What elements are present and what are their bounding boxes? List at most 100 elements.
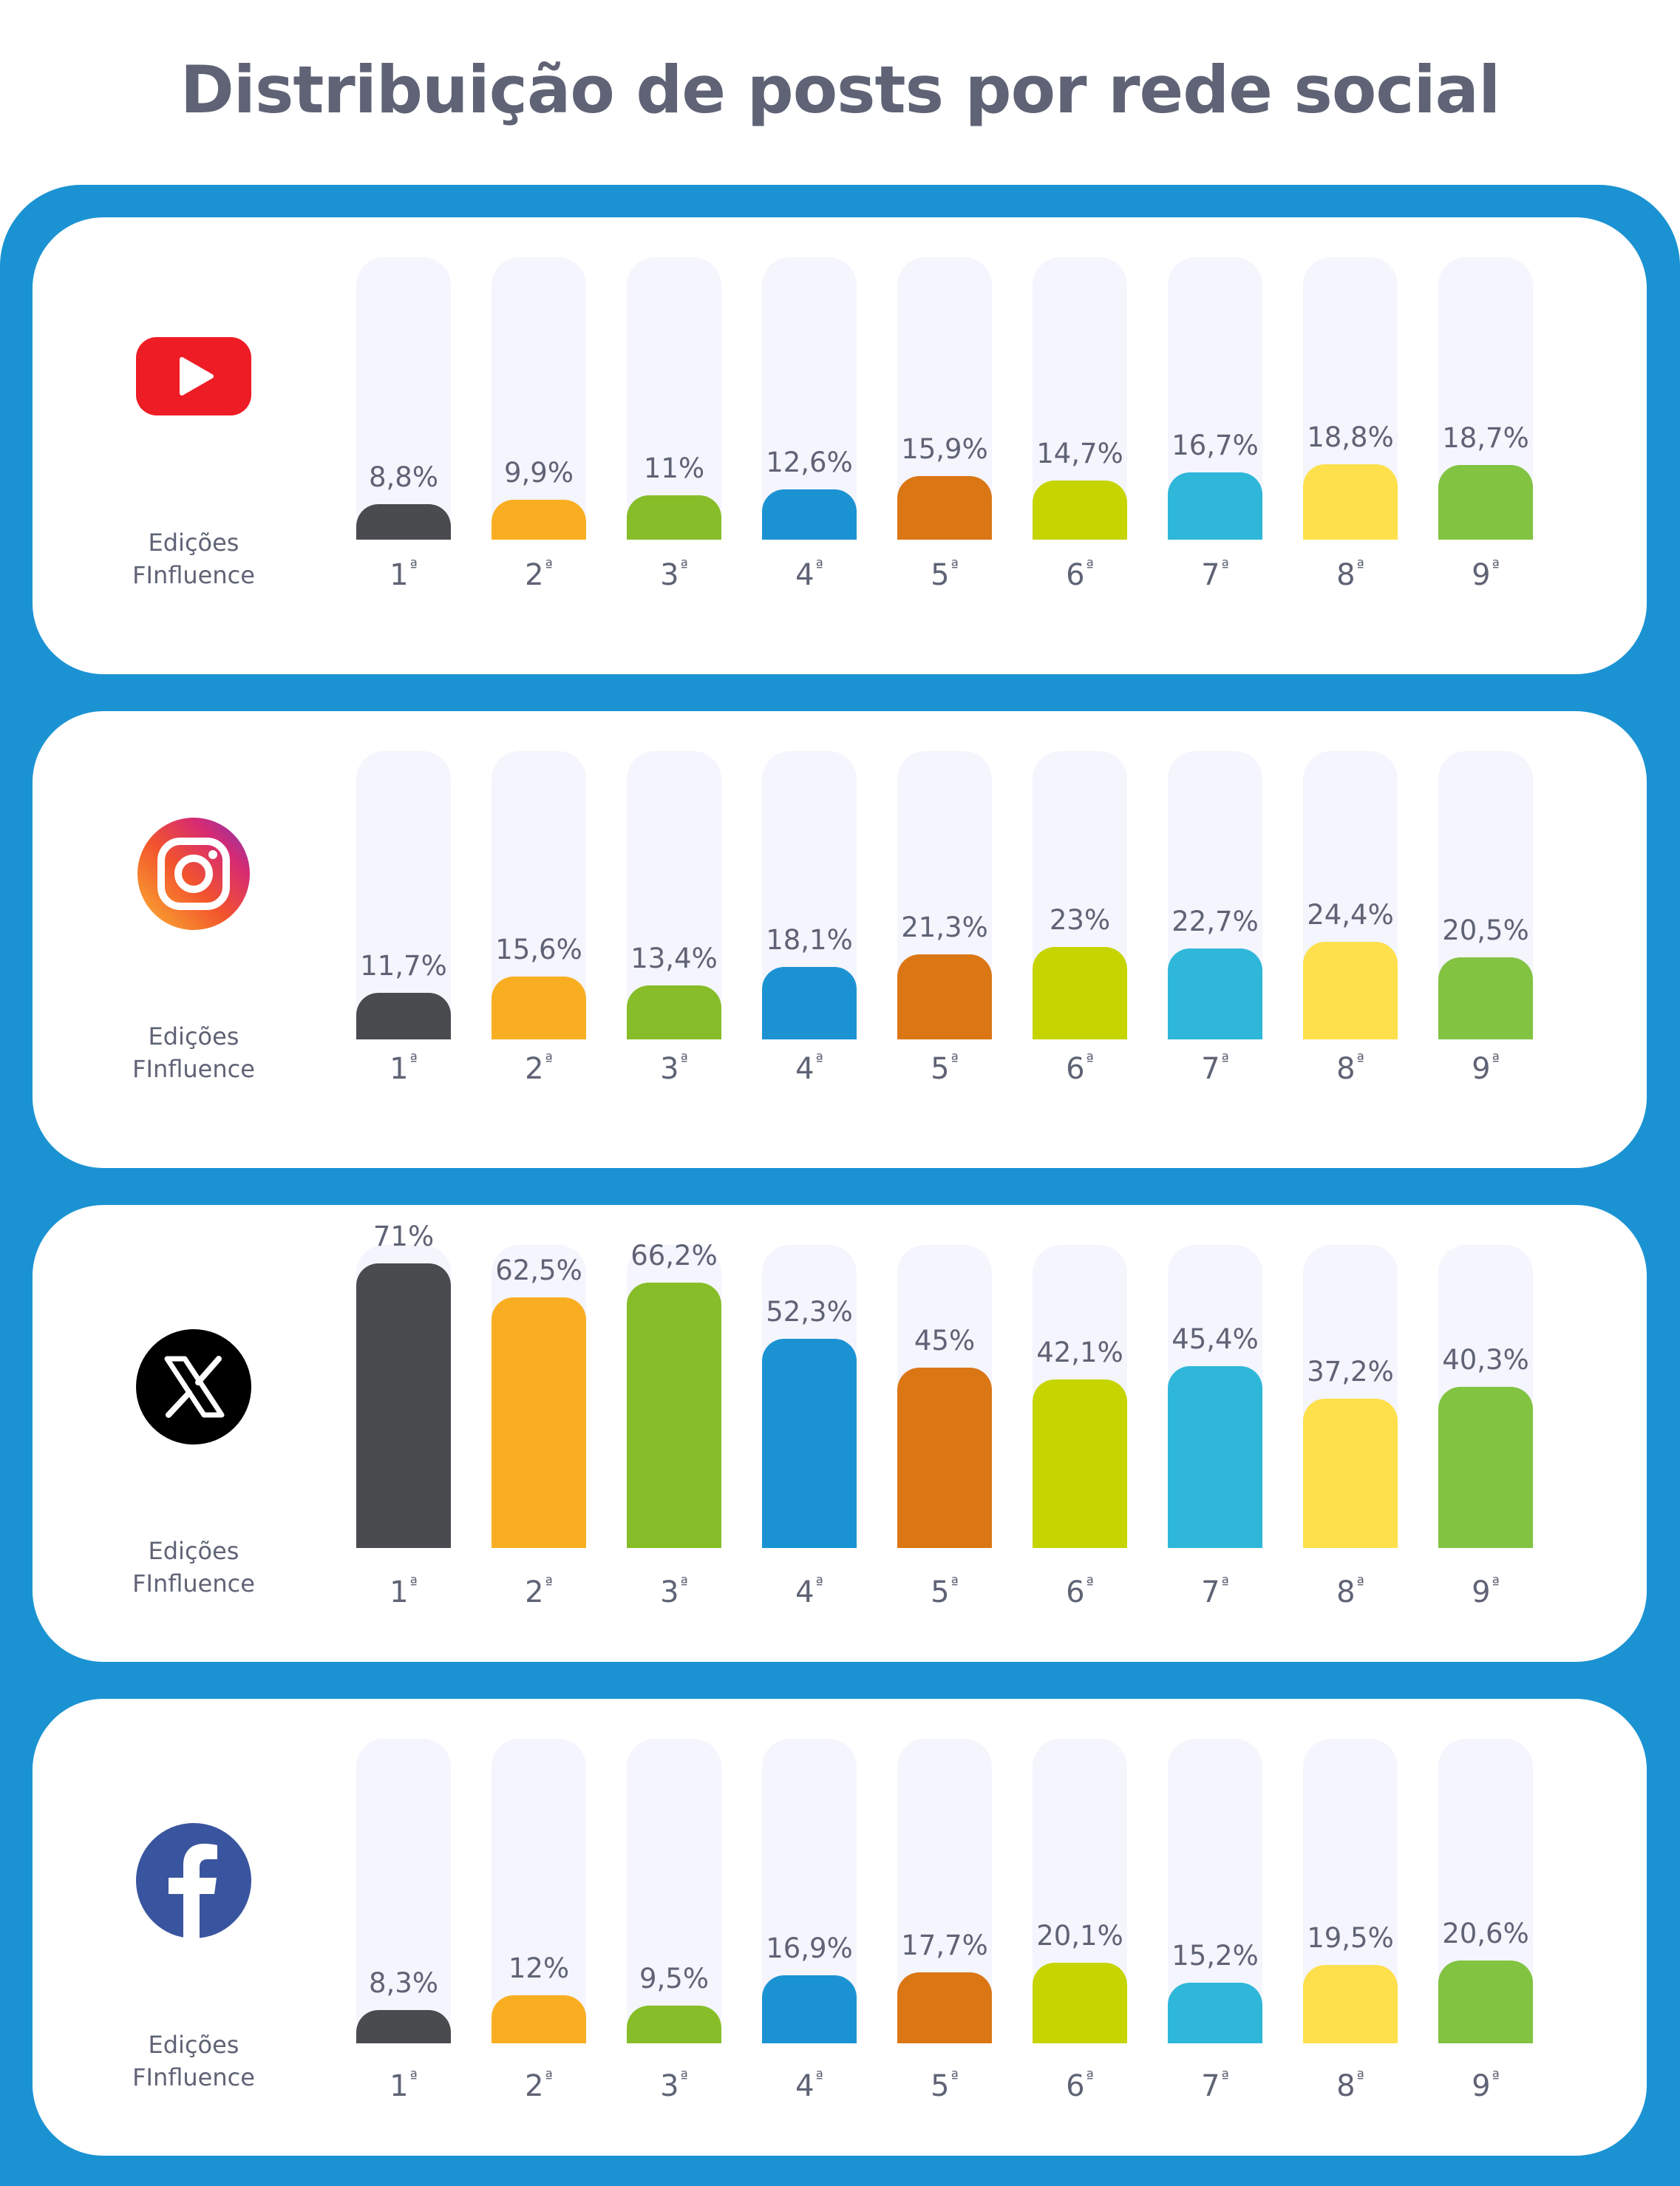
bar — [762, 1975, 857, 2043]
instagram-icon — [135, 815, 253, 933]
category-label: 5ª — [931, 1575, 959, 1609]
bar — [627, 985, 721, 1039]
category-label: 5ª — [931, 1051, 959, 1086]
instagram-panel: Edições FInfluence 11,7% 1ª 15,6% 2ª 13,4% 3ª… — [33, 711, 1647, 1168]
editions-label: Edições FInfluence — [112, 1020, 275, 1085]
category-label: 3ª — [660, 1051, 688, 1086]
bar — [762, 1338, 857, 1548]
editions-label-line1: Edições — [148, 1537, 239, 1565]
x-icon — [135, 1328, 253, 1446]
category-label: 4ª — [795, 1575, 823, 1609]
editions-label: Edições FInfluence — [112, 2029, 275, 2094]
bar — [897, 1368, 992, 1548]
category-label: 1ª — [390, 557, 418, 592]
data-label: 17,7% — [901, 1929, 988, 1962]
category-label: 3ª — [660, 1575, 688, 1609]
editions-label-line2: FInfluence — [132, 2063, 255, 2091]
editions-label-line2: FInfluence — [132, 1569, 255, 1598]
data-label: 62,5% — [495, 1255, 582, 1287]
bar-track — [492, 257, 586, 540]
data-label: 8,8% — [369, 461, 438, 494]
bar-track — [356, 1739, 451, 2043]
category-label: 5ª — [931, 557, 959, 592]
data-label: 16,9% — [766, 1932, 853, 1965]
data-label: 21,3% — [901, 911, 988, 943]
data-label: 18,8% — [1307, 421, 1394, 454]
data-label: 13,4% — [630, 943, 718, 975]
instagram-bar-chart: 11,7% 1ª 15,6% 2ª 13,4% 3ª 18,1% 4ª 21,3% 5ª 23% 6ª… — [33, 711, 1647, 1168]
bar — [356, 992, 451, 1039]
bar — [356, 2010, 451, 2043]
category-label: 4ª — [795, 1051, 823, 1086]
bar — [1168, 472, 1262, 540]
category-label: 6ª — [1066, 557, 1094, 592]
data-label: 19,5% — [1307, 1922, 1394, 1955]
data-label: 20,6% — [1442, 1918, 1529, 1950]
category-label: 1ª — [390, 1575, 418, 1609]
bar — [492, 977, 586, 1039]
category-label: 4ª — [795, 2068, 823, 2103]
bar — [492, 1297, 586, 1548]
data-label: 15,2% — [1171, 1939, 1259, 1972]
data-label: 42,1% — [1036, 1336, 1123, 1368]
category-label: 7ª — [1201, 1575, 1229, 1609]
data-label: 52,3% — [766, 1295, 853, 1328]
category-label: 2ª — [525, 1575, 553, 1609]
page-title: Distribuição de posts por rede social — [180, 52, 1500, 128]
bar — [356, 1263, 451, 1548]
category-label: 6ª — [1066, 1051, 1094, 1086]
category-label: 3ª — [660, 557, 688, 592]
editions-label: Edições FInfluence — [112, 526, 275, 591]
category-label: 4ª — [795, 557, 823, 592]
editions-label-line1: Edições — [148, 2031, 239, 2059]
bar — [1033, 1379, 1127, 1548]
youtube-panel: Edições FInfluence 8,8% 1ª 9,9% 2ª 11% 3ª 12,6… — [33, 217, 1647, 674]
bar — [897, 1972, 992, 2043]
bar — [356, 504, 451, 540]
category-label: 5ª — [931, 2068, 959, 2103]
bar — [1168, 1365, 1262, 1548]
facebook-icon — [135, 1822, 253, 1940]
data-label: 20,5% — [1442, 914, 1529, 946]
bar — [1168, 1982, 1262, 2043]
bar — [897, 954, 992, 1039]
bar — [627, 495, 721, 540]
youtube-icon — [135, 313, 253, 432]
bar — [1438, 464, 1533, 540]
facebook-bar-chart: 8,3% 1ª 12% 2ª 9,5% 3ª 16,9% 4ª 17,7% 5ª 20,1% 6ª 15… — [33, 1699, 1647, 2156]
data-label: 20,1% — [1036, 1920, 1123, 1952]
category-label: 8ª — [1336, 1051, 1364, 1086]
bar — [1303, 941, 1398, 1039]
data-label: 24,4% — [1307, 898, 1394, 931]
data-label: 12,6% — [766, 446, 853, 478]
bar — [1438, 1386, 1533, 1548]
bar — [1303, 1965, 1398, 2043]
bar — [492, 1995, 586, 2043]
category-label: 8ª — [1336, 557, 1364, 592]
bar-track — [492, 1739, 586, 2043]
category-label: 1ª — [390, 2068, 418, 2103]
bar — [627, 2005, 721, 2043]
bar — [1303, 464, 1398, 540]
x-panel: Edições FInfluence 71% 1ª 62,5% 2ª 66,2% 3ª 52… — [33, 1205, 1647, 1662]
data-label: 18,1% — [766, 923, 853, 956]
data-label: 16,7% — [1171, 430, 1259, 462]
category-label: 1ª — [390, 1051, 418, 1086]
bar-track — [627, 257, 721, 540]
data-label: 9,5% — [639, 1962, 709, 1995]
x-bar-chart: 71% 1ª 62,5% 2ª 66,2% 3ª 52,3% 4ª 45% 5ª 42,1% 6ª 45… — [33, 1205, 1647, 1662]
bar — [1033, 947, 1127, 1039]
bar — [897, 475, 992, 540]
data-label: 15,9% — [901, 432, 988, 465]
category-label: 2ª — [525, 1051, 553, 1086]
bar-track — [356, 257, 451, 540]
category-label: 2ª — [525, 2068, 553, 2103]
data-label: 9,9% — [504, 457, 574, 489]
bar-track — [627, 1739, 721, 2043]
bar — [1033, 481, 1127, 540]
bar — [1438, 1961, 1533, 2043]
data-label: 11,7% — [360, 949, 447, 982]
data-label: 45,4% — [1171, 1323, 1259, 1355]
data-label: 12% — [508, 1952, 570, 1984]
bar — [627, 1283, 721, 1548]
